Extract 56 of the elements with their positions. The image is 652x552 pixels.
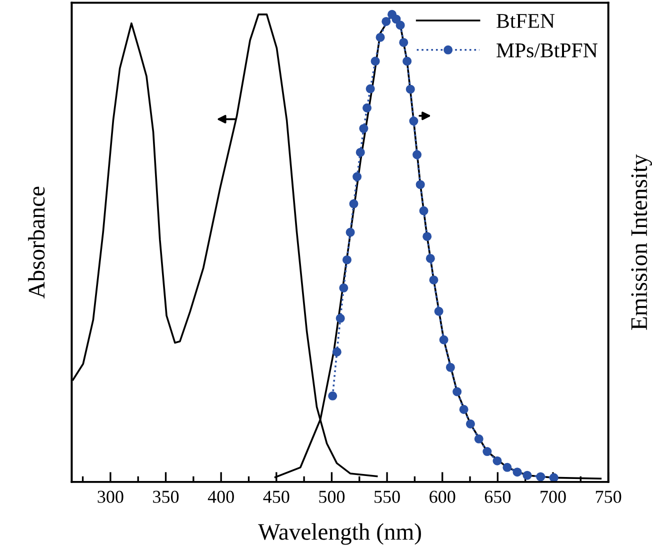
x-tick-label: 550 xyxy=(374,490,400,503)
point xyxy=(439,335,448,344)
point xyxy=(399,38,408,48)
point xyxy=(474,434,484,444)
point xyxy=(382,16,391,26)
point xyxy=(466,419,475,428)
point xyxy=(396,20,405,30)
x-tick-label: 650 xyxy=(484,490,511,503)
point xyxy=(446,362,455,372)
point xyxy=(512,468,522,477)
x-axis-title: Wavelength (nm) xyxy=(258,523,421,545)
legend-label: MPs/BtPFN xyxy=(496,43,598,58)
point xyxy=(349,199,358,208)
point xyxy=(549,473,558,482)
point xyxy=(406,84,415,94)
point xyxy=(422,232,432,241)
point xyxy=(366,84,375,94)
point xyxy=(492,456,502,466)
point xyxy=(416,180,425,190)
point xyxy=(409,116,418,126)
legend-label: BtFEN xyxy=(496,14,555,28)
y2-axis-title: Emission Intensity xyxy=(631,154,652,330)
y-axis-title: Absorbance xyxy=(28,186,45,298)
point xyxy=(328,391,338,400)
x-tick-label: 500 xyxy=(319,490,345,503)
point xyxy=(459,404,468,414)
point xyxy=(370,56,380,66)
point xyxy=(392,14,401,24)
x-tick-label: 600 xyxy=(430,490,456,503)
point xyxy=(434,306,444,316)
x-tick-label: 450 xyxy=(263,490,290,503)
point xyxy=(356,148,365,157)
point xyxy=(502,462,512,472)
x-tick-label: 350 xyxy=(153,490,179,503)
point xyxy=(482,446,492,456)
point xyxy=(452,387,462,396)
point xyxy=(332,347,342,356)
point xyxy=(359,124,368,134)
point xyxy=(419,206,428,216)
point xyxy=(342,255,352,264)
point xyxy=(352,172,362,182)
point xyxy=(429,275,438,284)
point xyxy=(346,228,355,237)
x-tick-label: 400 xyxy=(208,490,234,503)
point xyxy=(522,470,532,480)
point xyxy=(376,32,385,42)
point xyxy=(336,314,345,323)
x-tick-label: 700 xyxy=(540,490,566,503)
x-tick-label: 300 xyxy=(98,490,124,503)
point xyxy=(362,103,372,112)
point xyxy=(426,254,435,263)
point xyxy=(536,472,546,482)
point xyxy=(339,283,348,292)
point xyxy=(402,56,412,66)
point xyxy=(412,150,422,160)
x-tick-label: 750 xyxy=(596,490,622,503)
